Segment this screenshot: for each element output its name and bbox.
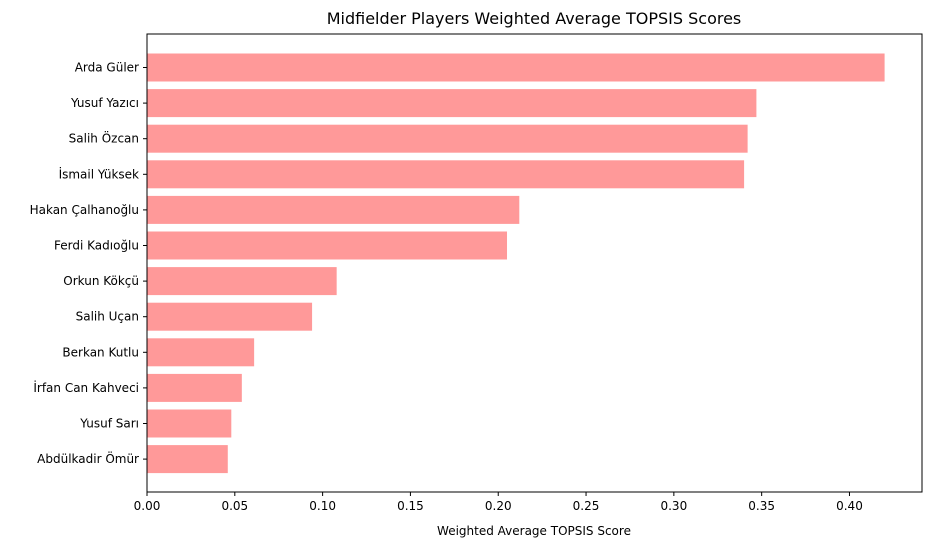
x-axis-label: Weighted Average TOPSIS Score — [437, 524, 631, 538]
x-tick-label: 0.25 — [573, 499, 600, 513]
y-tick-label: Arda Güler — [75, 61, 139, 75]
bar — [147, 267, 337, 296]
y-tick-label: Ferdi Kadıoğlu — [54, 239, 139, 253]
x-tick-label: 0.05 — [221, 499, 248, 513]
x-tick-label: 0.00 — [134, 499, 161, 513]
y-tick-label: Salih Uçan — [76, 310, 139, 324]
bar — [147, 373, 242, 402]
y-tick-label: İsmail Yüksek — [59, 166, 139, 181]
y-axis-ticks: Arda Güler Yusuf Yazıcı Salih Özcan İsmail … — [30, 61, 147, 466]
y-tick-label: Berkan Kutlu — [62, 345, 139, 359]
y-tick-label: Hakan Çalhanoğlu — [30, 203, 139, 217]
y-tick-label: Yusuf Sarı — [79, 417, 139, 431]
y-tick-label: Orkun Kökçü — [63, 274, 139, 288]
bar — [147, 195, 520, 224]
x-tick-label: 0.10 — [309, 499, 336, 513]
bar — [147, 89, 757, 118]
x-tick-label: 0.35 — [748, 499, 775, 513]
y-tick-label: Salih Özcan — [69, 130, 139, 146]
bar — [147, 338, 255, 367]
bar — [147, 160, 745, 189]
x-tick-label: 0.40 — [836, 499, 863, 513]
x-tick-label: 0.15 — [397, 499, 424, 513]
bar — [147, 445, 228, 474]
chart-title: Midfielder Players Weighted Average TOPS… — [327, 9, 742, 28]
bar — [147, 231, 508, 260]
bar — [147, 409, 232, 438]
bar — [147, 124, 748, 153]
bar — [147, 53, 885, 82]
x-axis-ticks: 0.00 0.05 0.10 0.15 0.20 0.25 0.30 0.35 0.40 — [134, 492, 863, 513]
y-tick-label: Yusuf Yazıcı — [70, 96, 139, 110]
y-tick-label: İrfan Can Kahveci — [33, 380, 139, 395]
plot-frame — [146, 33, 923, 493]
bar — [147, 302, 313, 331]
x-tick-label: 0.30 — [660, 499, 687, 513]
bars-group — [147, 53, 885, 474]
x-tick-label: 0.20 — [485, 499, 512, 513]
y-tick-label: Abdülkadir Ömür — [37, 450, 139, 466]
